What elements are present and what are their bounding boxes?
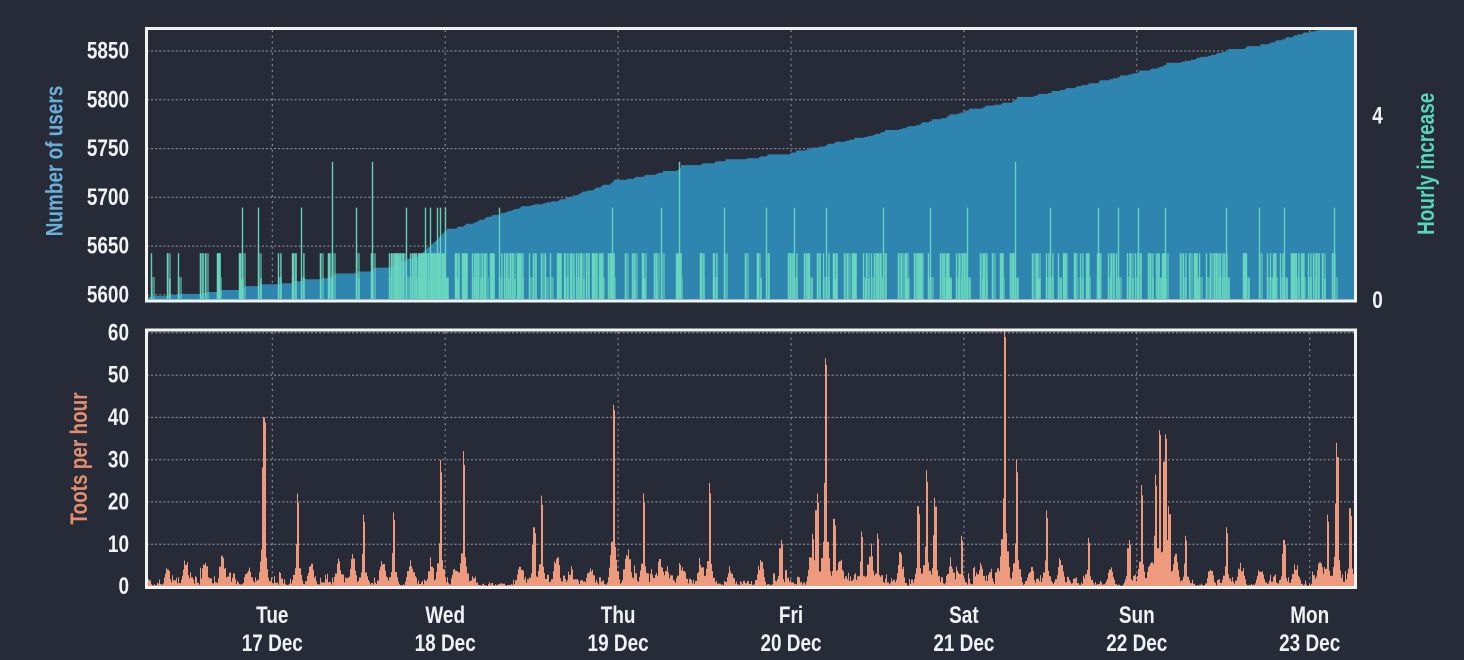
svg-text:20 Dec: 20 Dec [760, 629, 821, 657]
svg-text:21 Dec: 21 Dec [933, 629, 994, 657]
svg-text:10: 10 [108, 529, 129, 557]
svg-text:Sun: Sun [1119, 601, 1155, 629]
svg-text:20: 20 [108, 487, 129, 515]
svg-text:23 Dec: 23 Dec [1279, 629, 1340, 657]
svg-text:5650: 5650 [87, 231, 129, 259]
svg-text:0: 0 [118, 572, 129, 600]
svg-text:4: 4 [1372, 101, 1383, 129]
svg-text:Tue: Tue [256, 601, 288, 629]
svg-text:5850: 5850 [87, 36, 129, 64]
svg-text:Mon: Mon [1290, 601, 1329, 629]
svg-text:5700: 5700 [87, 183, 129, 211]
svg-text:60: 60 [108, 318, 129, 346]
svg-text:Toots per hour: Toots per hour [65, 392, 93, 525]
svg-text:5800: 5800 [87, 85, 129, 113]
svg-text:30: 30 [108, 445, 129, 473]
svg-text:Fri: Fri [779, 601, 803, 629]
svg-text:5600: 5600 [87, 280, 129, 308]
svg-text:0: 0 [1372, 286, 1383, 314]
svg-text:Hourly increase: Hourly increase [1411, 93, 1439, 235]
svg-text:17 Dec: 17 Dec [242, 629, 303, 657]
svg-text:Sat: Sat [949, 601, 978, 629]
svg-text:Thu: Thu [601, 601, 636, 629]
svg-text:Wed: Wed [425, 601, 465, 629]
svg-text:22 Dec: 22 Dec [1106, 629, 1167, 657]
svg-text:19 Dec: 19 Dec [588, 629, 649, 657]
svg-text:18 Dec: 18 Dec [415, 629, 476, 657]
svg-text:Number of users: Number of users [40, 86, 68, 237]
svg-text:40: 40 [108, 403, 129, 431]
svg-text:5750: 5750 [87, 134, 129, 162]
svg-text:50: 50 [108, 360, 129, 388]
